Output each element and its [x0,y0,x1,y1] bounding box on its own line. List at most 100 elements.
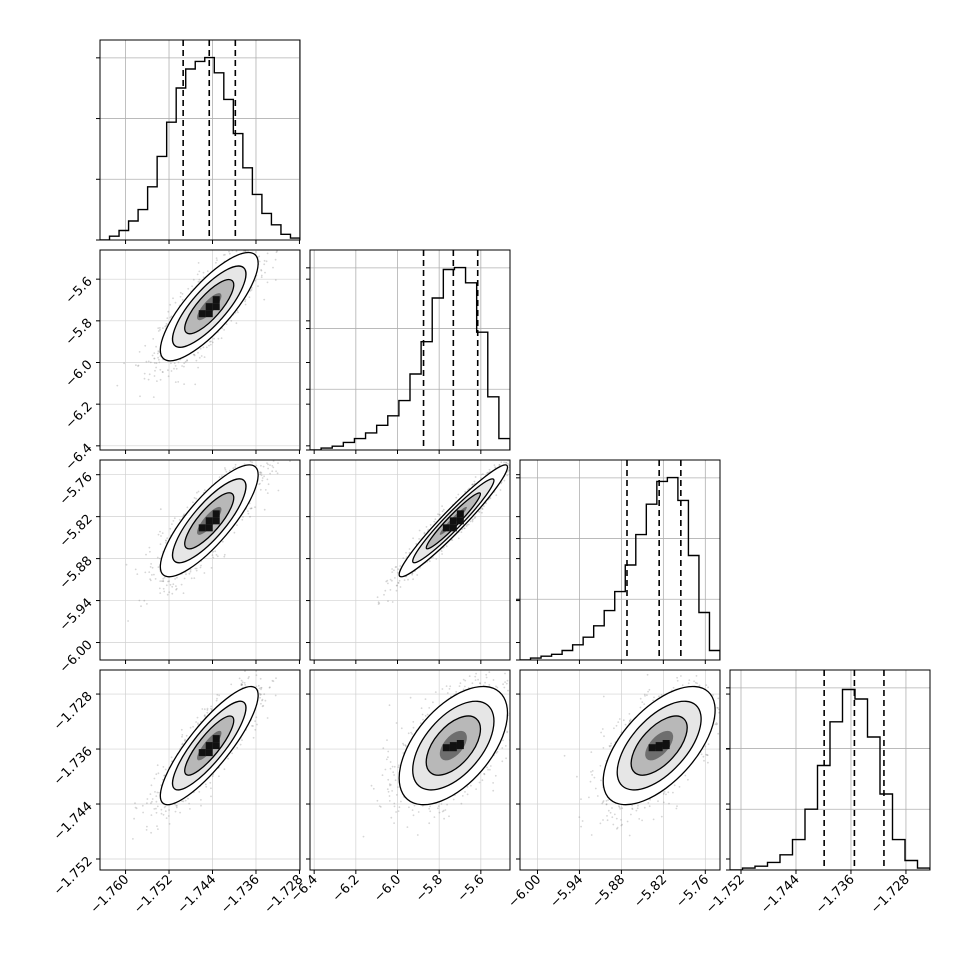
scatter-point [162,327,164,329]
scatter-point [463,527,466,530]
scatter-point [166,317,169,320]
scatter-point [194,383,197,386]
scatter-point [398,579,401,582]
scatter-point [155,345,158,348]
scatter-point [249,240,251,242]
scatter-point [183,383,186,385]
density-block [456,510,464,518]
scatter-point [218,775,220,778]
scatter-point [209,340,211,343]
scatter-point [161,371,164,373]
density-block [212,303,220,311]
scatter-point [526,453,528,455]
scatter-point [244,300,247,303]
scatter-point [260,269,263,272]
scatter-point [272,266,274,269]
scatter-point [157,566,160,568]
scatter-point [205,785,208,788]
scatter-point [514,456,516,458]
scatter-point [254,728,257,731]
scatter-point [397,582,400,584]
scatter-point [170,756,173,759]
scatter-point [262,244,264,246]
scatter-point [193,577,196,579]
scatter-point [378,602,381,605]
scatter-point [145,360,148,363]
scatter-point [149,578,152,580]
scatter-point [254,279,257,282]
scatter-point [433,520,436,523]
hist-panel-3 [726,670,930,871]
scatter-point [394,566,397,568]
scatter-point [235,322,238,325]
scatter-point [155,800,158,803]
hist-step-3 [730,688,930,870]
scatter-point [277,462,279,464]
scatter-point [191,285,194,288]
scatter-point [179,291,182,294]
scatter-point [206,270,209,273]
scatter-point [498,464,501,466]
scatter-point [248,296,251,299]
scatter-point [271,465,274,467]
scatter-point [402,557,405,559]
scatter-point [159,580,162,582]
scatter-point [190,577,193,580]
scatter-point [147,378,150,381]
scatter-point [505,453,507,455]
scatter-point [276,472,279,475]
scatter-point [267,483,270,486]
scatter-point [173,517,176,520]
scatter-point [261,705,264,708]
scatter-point [403,579,406,581]
scatter-point [208,344,210,347]
panel-content [100,460,300,660]
scatter-point [376,596,379,599]
scatter-point [234,463,237,466]
scatter-point [260,276,263,279]
scatter-point [228,252,231,255]
scatter-point [261,477,264,479]
scatter-point [240,679,243,682]
scatter-point [162,813,165,816]
scatter-point [230,319,233,322]
scatter-point [173,362,176,365]
scatter-point [134,806,137,809]
scatter-point [460,531,463,533]
scatter-point [259,247,261,249]
scatter-point [203,489,206,492]
scatter-point [516,446,518,448]
scatter-point [162,580,165,582]
scatter-point [425,526,428,528]
scatter-point [170,362,172,365]
scatter-point [257,285,259,287]
scatter-point [505,461,508,464]
scatter-point [137,364,140,367]
scatter-point [397,568,399,571]
scatter-point [211,554,214,556]
scatter-point [150,802,152,805]
scatter-point [181,293,184,295]
scatter-point [175,587,178,590]
scatter-point [256,723,258,726]
scatter-point [463,527,466,530]
scatter-point [224,467,226,469]
scatter-point [457,493,460,496]
scatter-point [408,548,411,550]
scatter-point [189,808,191,810]
scatter-point [461,528,464,531]
density-block [205,517,213,525]
scatter-point [473,517,476,519]
density-block [449,524,457,532]
scatter-point [199,347,202,350]
scatter-point [186,506,189,509]
scatter-point [254,506,256,508]
scatter-point [212,556,215,559]
scatter-point [514,455,516,457]
scatter-point [172,583,175,586]
scatter-point [158,587,161,590]
panel-content [310,446,528,660]
scatter-point [184,360,187,363]
scatter-point [397,581,400,584]
